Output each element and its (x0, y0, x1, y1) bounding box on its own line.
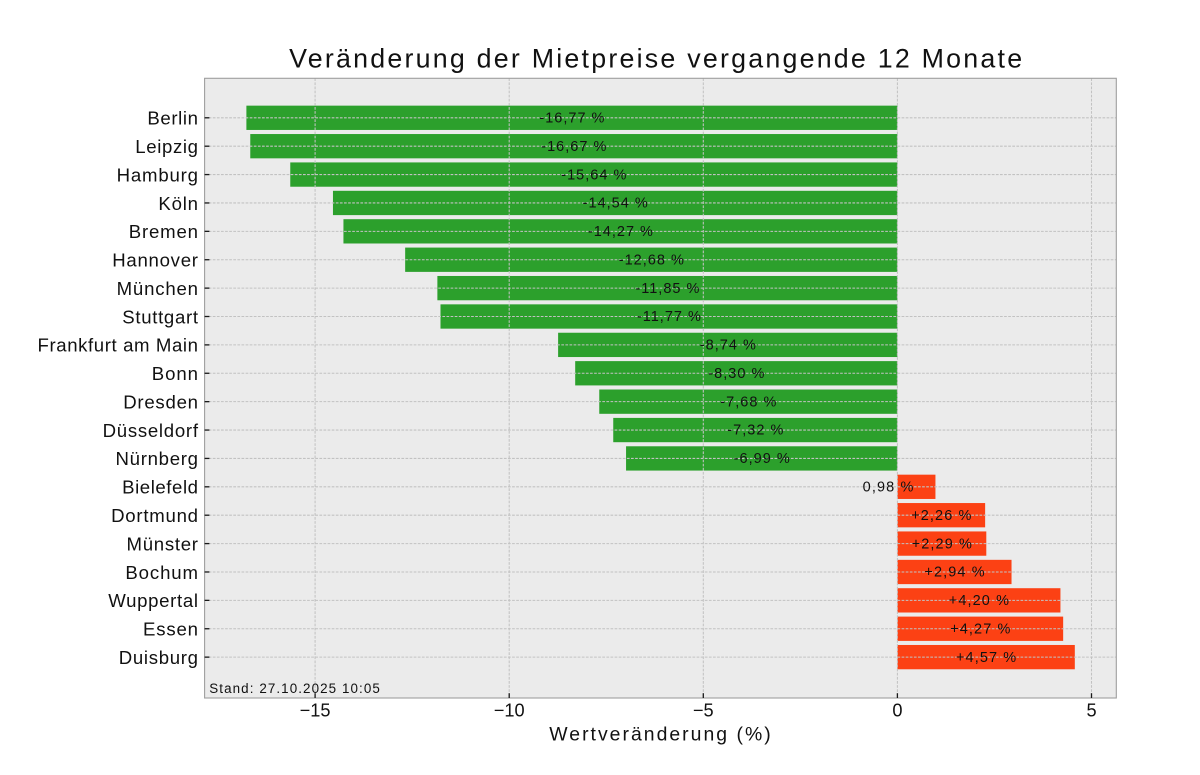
svg-text:Münster: Münster (127, 533, 199, 554)
svg-text:−15: −15 (300, 700, 331, 720)
svg-text:Düsseldorf: Düsseldorf (103, 420, 199, 441)
svg-text:-14,27 %: -14,27 % (588, 224, 653, 240)
svg-text:Köln: Köln (158, 193, 198, 214)
svg-text:Bonn: Bonn (152, 363, 198, 384)
svg-text:Dresden: Dresden (123, 392, 198, 413)
svg-text:Wuppertal: Wuppertal (108, 590, 198, 611)
svg-text:Dortmund: Dortmund (111, 505, 198, 526)
svg-text:−10: −10 (494, 700, 525, 720)
svg-text:-6,99 %: -6,99 % (734, 451, 790, 467)
svg-text:5: 5 (1086, 700, 1096, 720)
svg-text:-15,64 %: -15,64 % (561, 167, 626, 183)
svg-text:+2,29 %: +2,29 % (912, 536, 972, 552)
svg-text:Duisburg: Duisburg (119, 647, 198, 668)
svg-text:-8,74 %: -8,74 % (700, 338, 756, 354)
svg-text:-16,67 %: -16,67 % (541, 139, 606, 155)
svg-text:−5: −5 (693, 700, 714, 720)
svg-text:-7,32 %: -7,32 % (727, 423, 783, 439)
svg-text:0,98 %: 0,98 % (863, 480, 914, 496)
svg-text:+4,20 %: +4,20 % (949, 593, 1009, 609)
svg-text:Stuttgart: Stuttgart (122, 306, 199, 327)
svg-text:-7,68 %: -7,68 % (720, 394, 776, 410)
svg-text:Berlin: Berlin (147, 108, 198, 129)
svg-text:Hannover: Hannover (112, 250, 198, 271)
svg-text:Bochum: Bochum (125, 562, 198, 583)
svg-text:Hamburg: Hamburg (117, 164, 198, 185)
svg-text:+4,57 %: +4,57 % (956, 650, 1016, 666)
svg-text:Veränderung der Mietpreise ver: Veränderung der Mietpreise vergangende 1… (289, 44, 1022, 74)
svg-text:+2,94 %: +2,94 % (924, 565, 984, 581)
svg-text:0: 0 (892, 700, 902, 720)
svg-text:Frankfurt am Main: Frankfurt am Main (38, 335, 199, 356)
svg-text:+4,27 %: +4,27 % (950, 621, 1010, 637)
svg-text:-12,68 %: -12,68 % (619, 252, 684, 268)
svg-text:+2,26 %: +2,26 % (911, 508, 971, 524)
svg-text:Stand: 27.10.2025 10:05: Stand: 27.10.2025 10:05 (209, 681, 379, 696)
svg-text:-16,77 %: -16,77 % (539, 111, 604, 127)
svg-text:Bremen: Bremen (129, 221, 198, 242)
svg-text:Essen: Essen (143, 619, 198, 640)
svg-text:Leipzig: Leipzig (135, 136, 198, 157)
svg-text:-14,54 %: -14,54 % (583, 196, 648, 212)
svg-text:-11,77 %: -11,77 % (637, 309, 701, 325)
svg-text:-11,85 %: -11,85 % (635, 281, 699, 297)
svg-text:Bielefeld: Bielefeld (122, 477, 198, 498)
svg-text:Wertveränderung (%): Wertveränderung (%) (549, 723, 770, 745)
svg-text:Nürnberg: Nürnberg (116, 448, 199, 469)
svg-text:-8,30 %: -8,30 % (708, 366, 764, 382)
svg-text:München: München (117, 278, 198, 299)
